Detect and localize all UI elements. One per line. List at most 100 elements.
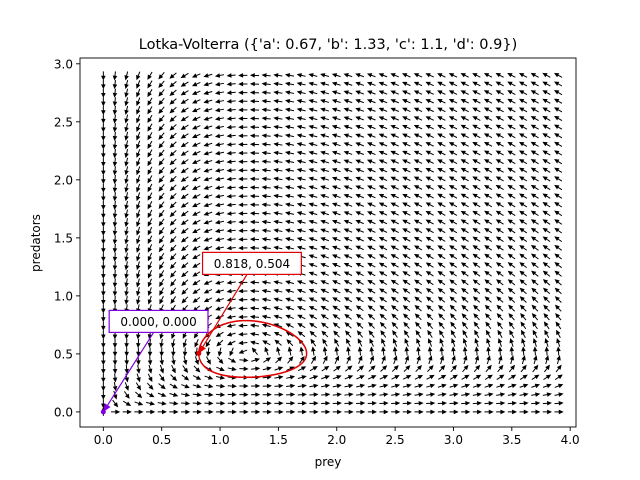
quiver-arrow xyxy=(496,304,504,312)
quiver-arrow xyxy=(320,254,329,259)
quiver-arrow xyxy=(380,330,387,338)
quiver-arrow xyxy=(439,338,444,347)
quiver-arrow xyxy=(378,159,388,164)
quiver-arrow xyxy=(402,219,411,225)
quiver-arrow xyxy=(238,228,248,234)
quiver-arrow xyxy=(158,89,165,97)
quiver-arrow xyxy=(169,158,177,166)
quiver-arrow xyxy=(379,279,388,285)
quiver-arrow xyxy=(402,99,411,104)
quiver-arrow xyxy=(355,90,365,95)
quiver-arrow xyxy=(367,193,376,199)
quiver-arrow xyxy=(448,193,458,199)
quiver-arrow xyxy=(238,323,248,328)
quiver-arrow xyxy=(355,245,364,251)
quiver-arrow xyxy=(413,150,423,156)
quiver-arrow xyxy=(273,107,283,113)
quiver-arrow xyxy=(296,288,306,294)
quiver-arrow xyxy=(194,356,199,366)
quiver-arrow xyxy=(507,400,517,406)
quiver-arrow xyxy=(251,366,261,372)
quiver-arrow xyxy=(284,124,295,130)
quiver-arrow xyxy=(356,330,364,338)
quiver-arrow xyxy=(530,107,539,113)
quiver-arrow xyxy=(496,409,506,415)
quiver-arrow xyxy=(449,236,458,242)
quiver-arrow xyxy=(296,90,306,95)
quiver-arrow xyxy=(214,211,225,216)
quiver-arrow xyxy=(249,90,260,95)
quiver-arrow xyxy=(530,244,539,251)
quiver-arrow xyxy=(509,337,514,347)
quiver-arrow xyxy=(296,133,306,138)
quiver-arrow xyxy=(112,338,118,349)
quiver-arrow xyxy=(308,314,318,320)
quiver-arrow xyxy=(309,383,319,389)
quiver-arrow xyxy=(124,243,129,254)
quiver-arrow xyxy=(158,97,165,106)
quiver-arrow xyxy=(308,107,318,113)
quiver-arrow xyxy=(472,193,481,199)
quiver-arrow xyxy=(332,271,341,276)
quiver-arrow xyxy=(251,347,258,355)
quiver-arrow xyxy=(378,271,388,277)
quiver-arrow xyxy=(484,202,493,208)
quiver-arrow xyxy=(486,355,491,365)
quiver-arrow xyxy=(192,392,202,397)
quiver-arrow xyxy=(203,211,213,216)
quiver-arrow xyxy=(238,107,248,113)
quiver-arrow xyxy=(460,176,469,182)
quiver-arrow xyxy=(344,313,352,320)
quiver-arrow xyxy=(554,176,563,182)
quiver-arrow xyxy=(238,237,248,242)
quiver-arrow xyxy=(215,306,224,311)
quiver-arrow xyxy=(461,409,471,415)
quiver-arrow xyxy=(238,306,248,311)
quiver-arrow xyxy=(124,209,129,219)
quiver-arrow xyxy=(355,279,364,285)
quiver-arrow xyxy=(309,330,317,338)
quiver-arrow xyxy=(448,176,458,182)
quiver-arrow xyxy=(343,202,353,207)
quiver-arrow xyxy=(124,183,129,193)
quiver-arrow xyxy=(169,201,177,209)
quiver-arrow xyxy=(484,219,493,225)
quiver-arrow xyxy=(205,339,211,348)
quiver-arrow xyxy=(437,193,446,199)
quiver-arrow xyxy=(507,392,517,397)
quiver-arrow xyxy=(530,72,539,78)
quiver-arrow xyxy=(402,90,411,95)
quiver-arrow xyxy=(425,262,434,268)
quiver-arrow xyxy=(147,338,153,349)
quiver-arrow xyxy=(308,168,318,173)
quiver-arrow xyxy=(111,409,121,415)
quiver-arrow xyxy=(355,133,365,138)
quiver-arrow xyxy=(484,193,493,199)
quiver-arrow xyxy=(101,364,106,374)
quiver-arrow xyxy=(159,364,164,374)
quiver-arrow xyxy=(180,210,189,217)
quiver-arrow xyxy=(367,245,376,251)
quiver-arrow xyxy=(192,219,201,225)
x-tick-label: 2.5 xyxy=(386,433,405,447)
quiver-arrow xyxy=(285,323,294,328)
quiver-arrow xyxy=(180,245,189,252)
quiver-arrow xyxy=(544,355,550,365)
quiver-arrow xyxy=(366,99,376,104)
quiver-arrow xyxy=(391,400,401,406)
quiver-arrow xyxy=(226,90,236,95)
quiver-arrow xyxy=(460,167,469,173)
quiver-arrow xyxy=(216,339,224,347)
quiver-arrow xyxy=(390,296,399,303)
quiver-arrow xyxy=(308,90,318,95)
quiver-arrow xyxy=(158,149,165,158)
quiver-arrow xyxy=(296,193,306,199)
quiver-arrow xyxy=(203,107,213,113)
quiver-arrow xyxy=(495,270,504,277)
quiver-arrow xyxy=(101,338,106,349)
quiver-arrow xyxy=(169,184,177,192)
quiver-arrow xyxy=(381,355,386,365)
quiver-arrow xyxy=(542,81,551,87)
quiver-arrow xyxy=(249,124,260,130)
quiver-arrow xyxy=(136,140,141,150)
